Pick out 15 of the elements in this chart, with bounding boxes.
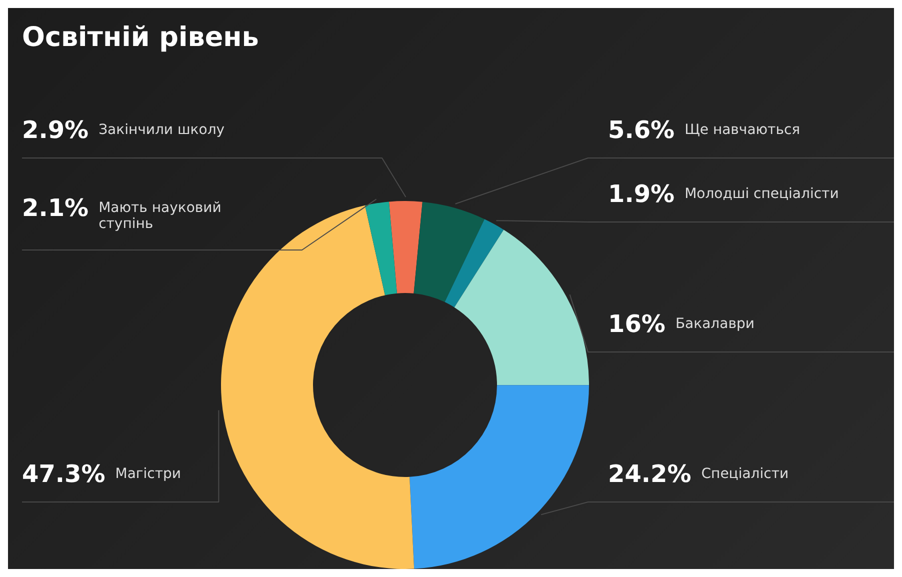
slice-label: Закінчили школу xyxy=(98,121,225,138)
slice-label: Спеціалісти xyxy=(701,465,789,482)
slice-label: Мають науковий ступінь xyxy=(98,199,222,232)
data-label: 24.2% xyxy=(608,460,692,488)
chart-title: Освітній рівень xyxy=(22,22,259,53)
data-label: 47.3% xyxy=(22,460,106,488)
data-label: 1.9% xyxy=(608,180,675,208)
data-label: 5.6% xyxy=(608,116,675,144)
data-label: 16% xyxy=(608,310,666,338)
slice-label: Магістри xyxy=(115,465,182,482)
slice-label: Бакалаври xyxy=(675,315,754,332)
slice-label: Ще навчаються xyxy=(684,121,800,138)
data-label: 2.9% xyxy=(22,116,89,144)
slice-label: Молодші спеціалісти xyxy=(684,185,839,202)
data-label: 2.1% xyxy=(22,194,89,222)
